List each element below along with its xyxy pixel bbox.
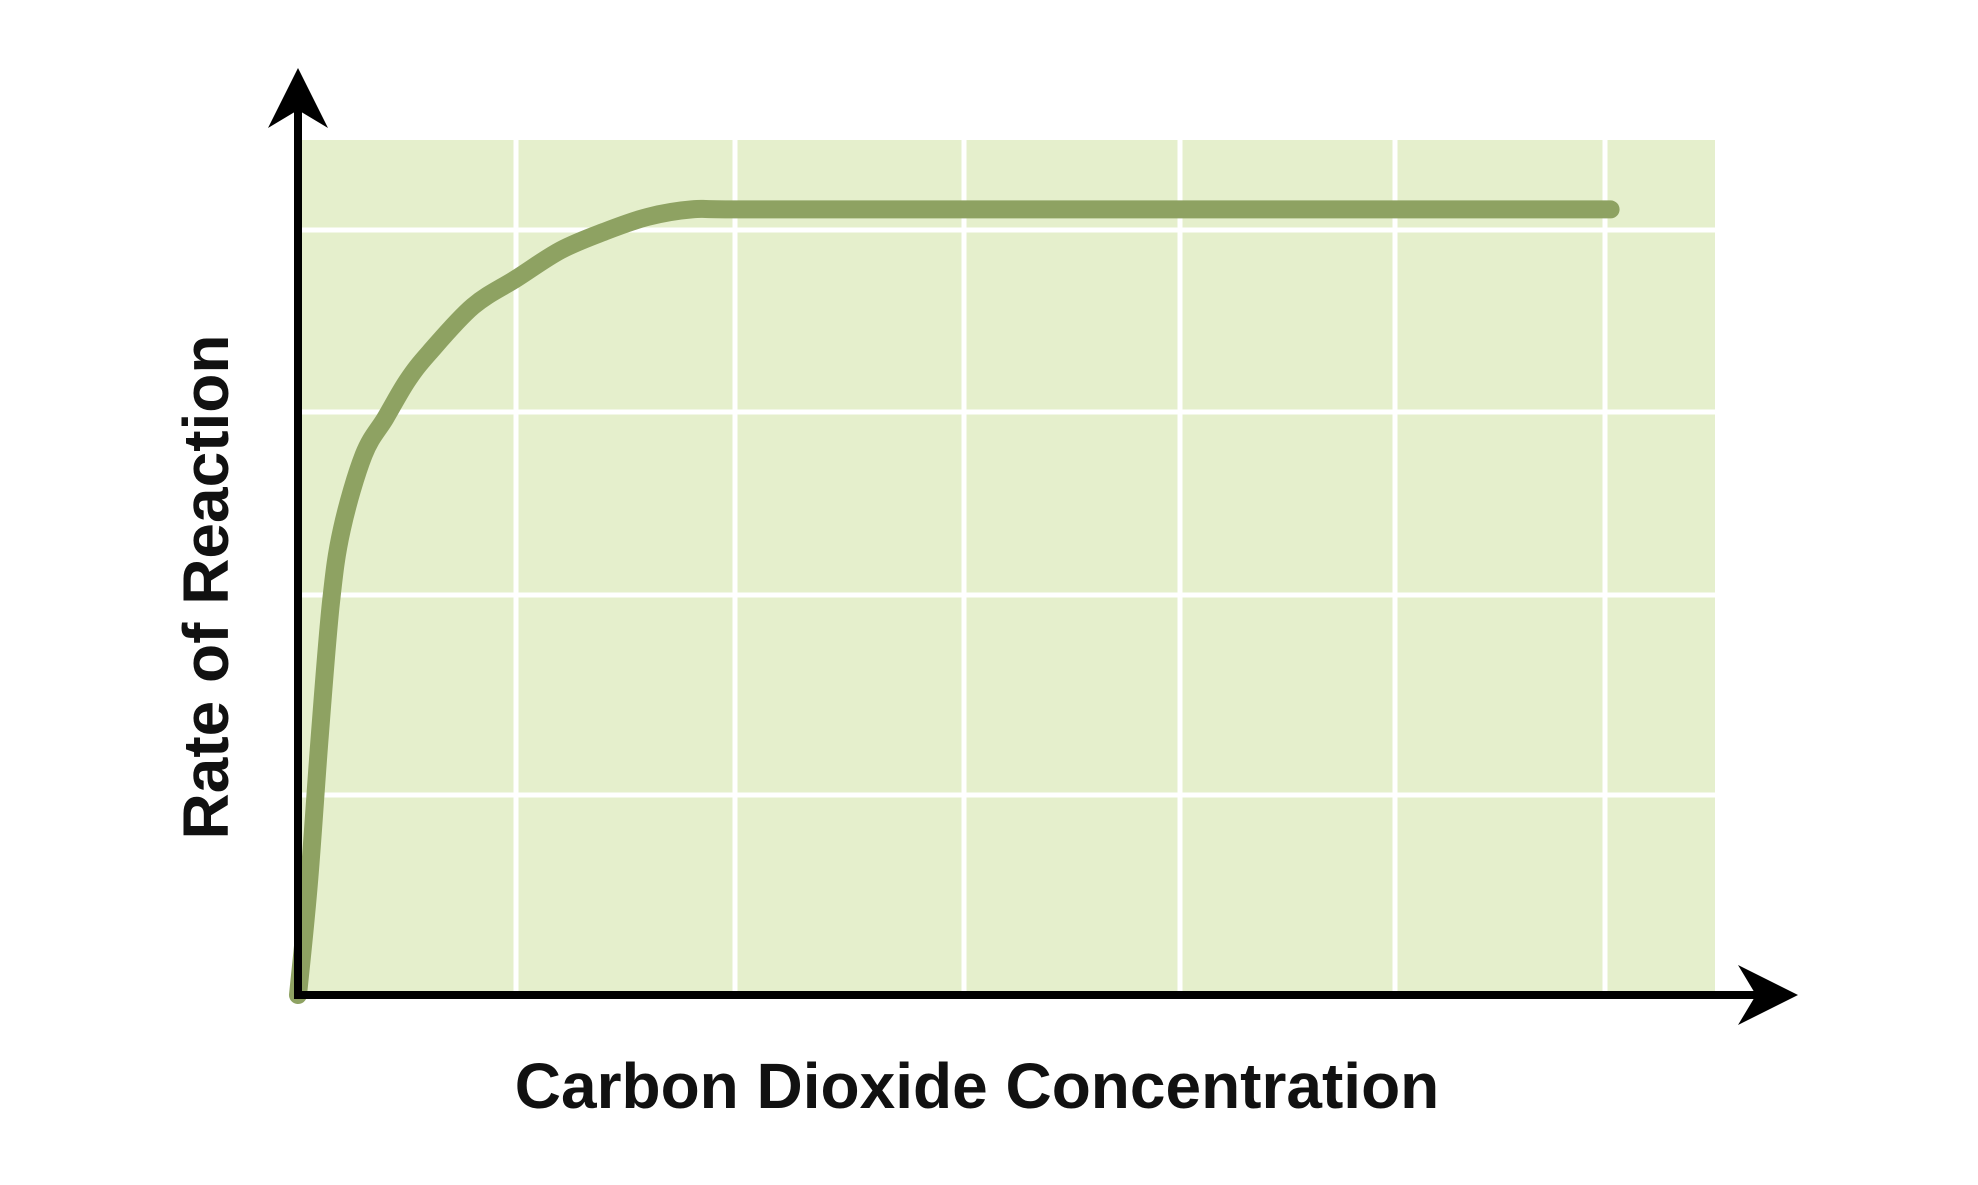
data-line (289, 199, 1620, 1004)
y-axis-title: Rate of Reaction (170, 335, 242, 840)
x-axis-title: Carbon Dioxide Concentration (515, 1050, 1440, 1122)
plot-background (300, 140, 1715, 995)
x-axis-arrowhead (1738, 965, 1798, 1025)
grid (300, 140, 1715, 995)
y-axis-arrowhead (268, 68, 328, 128)
axes (268, 68, 1798, 1025)
